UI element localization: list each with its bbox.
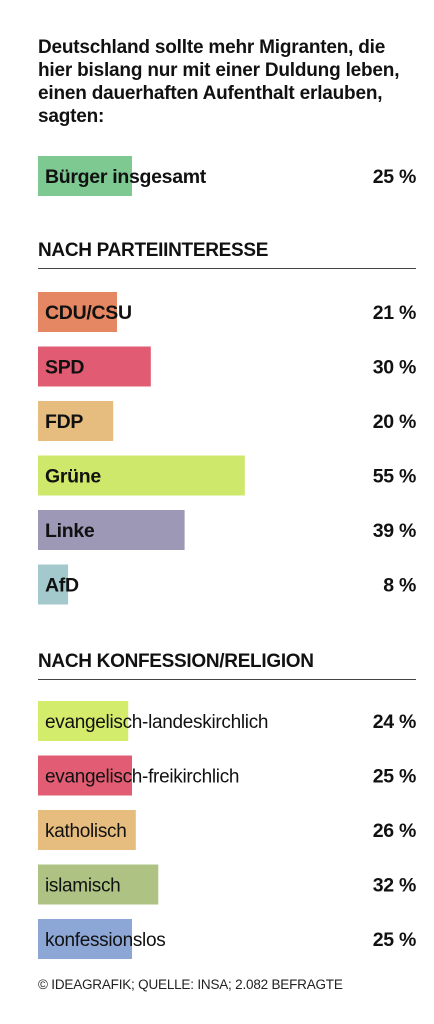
bar-value-linke: 39 % [373,520,416,542]
bar-evangelisch-freikirchlich [38,755,132,796]
bar-spd [38,346,151,387]
bar-afd [38,564,69,605]
bar-label-katholisch: katholisch [45,821,127,842]
bar-label-afd: AfD [45,575,79,597]
bar-value-konfessionslos: 25 % [373,929,416,951]
bar-label-islamisch: islamisch [45,876,120,897]
bar-evangelisch-landeskirchlich [38,701,129,741]
bar-value-islamisch: 32 % [373,875,416,897]
bar-label-fdp: FDP [45,411,83,433]
bar-value-spd: 30 % [373,357,416,379]
bar-value-katholisch: 26 % [373,820,416,842]
bar-value-gr-ne: 55 % [373,466,416,488]
bar-islamisch [38,864,159,905]
bar-label-evangelisch-freikirchlich: evangelisch-freikirchlich [45,767,239,788]
bar-value-evangelisch-freikirchlich: 25 % [373,766,416,788]
bar-konfessionslos [38,919,132,959]
section-heading-konfession: NACH KONFESSION/RELIGION [38,651,416,680]
bar-value-evangelisch-landeskirchlich: 24 % [373,711,416,733]
bar-value-cdu-csu: 21 % [373,302,416,324]
bar-fdp [38,401,114,441]
bar-label-konfessionslos: konfessionslos [45,930,165,951]
bar-b-rger-insgesamt [38,156,132,196]
bar-value-fdp: 20 % [373,411,416,433]
bar-label-spd: SPD [45,357,84,379]
bar-value-afd: 8 % [383,575,416,597]
chart-title: Deutschland sollte mehr Migranten, die h… [38,37,400,127]
bar-cdu-csu [38,292,117,332]
bar-label-gr-ne: Grüne [45,466,101,488]
bar-label-b-rger-insgesamt: Bürger insgesamt [45,166,207,188]
bar-label-cdu-csu: CDU/CSU [45,302,132,324]
bar-katholisch [38,810,136,850]
source-footer: © IDEAGRAFIK; QUELLE: INSA; 2.082 BEFRAG… [38,977,343,992]
bar-gr-ne [38,455,245,496]
bar-linke [38,510,185,550]
bar-label-linke: Linke [45,520,95,542]
bar-value-b-rger-insgesamt: 25 % [373,166,416,188]
section-heading-partei: NACH PARTEIINTERESSE [38,240,416,269]
bar-label-evangelisch-landeskirchlich: evangelisch-landeskirchlich [45,712,268,733]
